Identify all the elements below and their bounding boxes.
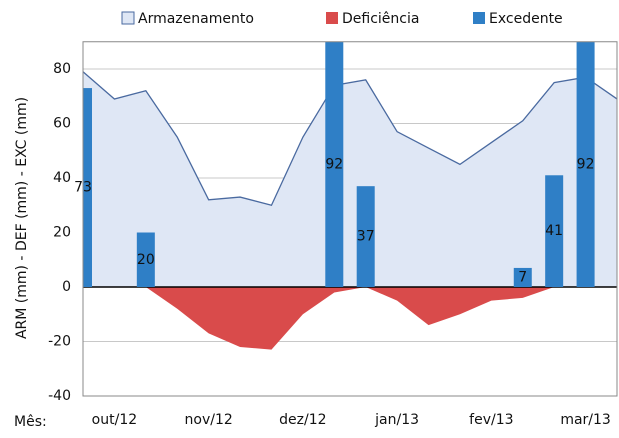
data-label: 92 <box>325 156 343 172</box>
line <box>83 71 617 207</box>
plot <box>83 41 617 350</box>
y-tick-label: -40 <box>48 388 71 404</box>
y-tick-label: 40 <box>53 170 71 186</box>
data-label: 92 <box>577 156 595 172</box>
legend-label: Deficiência <box>342 11 419 27</box>
plot-border <box>82 41 618 397</box>
x-axis-label: Mês: <box>14 414 47 430</box>
x-tick-label: nov/12 <box>185 412 233 428</box>
area <box>83 71 617 287</box>
data-label: 41 <box>545 223 563 239</box>
x-tick-label: out/12 <box>92 412 137 428</box>
legend-swatch <box>121 11 135 25</box>
legend-swatch <box>473 12 485 24</box>
area <box>83 287 617 350</box>
y-axis-label: ARM (mm) - DEF (mm) - EXC (mm) <box>14 97 30 339</box>
x-tick-label: fev/13 <box>469 412 513 428</box>
data-label: 20 <box>137 252 155 268</box>
y-tick-label: 20 <box>53 225 71 241</box>
data-label: 37 <box>357 229 375 245</box>
data-label: 7 <box>518 269 527 285</box>
bar <box>356 186 375 287</box>
bar <box>83 88 92 287</box>
legend-label: Excedente <box>489 11 563 27</box>
x-tick-label: mar/13 <box>560 412 611 428</box>
bar <box>545 175 564 287</box>
y-tick-label: 0 <box>62 279 71 295</box>
bar <box>576 41 595 287</box>
x-tick-label: dez/12 <box>279 412 326 428</box>
legend-swatch <box>326 12 338 24</box>
bar <box>325 41 344 287</box>
y-tick-label: -20 <box>48 334 71 350</box>
y-tick-label: 80 <box>53 61 71 77</box>
bar <box>513 267 532 287</box>
y-tick-label: 60 <box>53 116 71 132</box>
bar <box>136 232 155 287</box>
legend-label: Armazenamento <box>138 11 254 27</box>
x-tick-label: jan/13 <box>374 412 419 428</box>
